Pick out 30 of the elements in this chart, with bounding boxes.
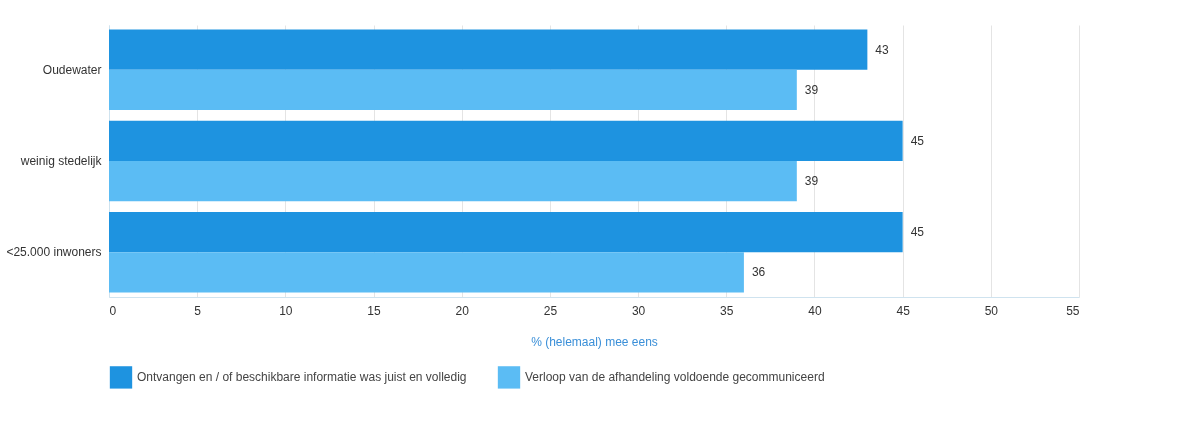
data-label: 39 (804, 82, 819, 97)
x-tick-label: 35 (720, 303, 734, 318)
bar (109, 252, 744, 293)
bar (109, 29, 868, 70)
legend-label: Verloop van de afhandeling voldoende gecommuniceerd (525, 370, 825, 385)
data-label: 39 (804, 174, 819, 189)
x-axis-title: % (helemaal) mee eens (531, 334, 658, 349)
x-tick-label: 40 (808, 303, 822, 318)
bar (109, 212, 903, 253)
x-tick-label: 20 (455, 303, 470, 318)
x-tick-label: 15 (367, 303, 382, 318)
bar (109, 161, 797, 202)
data-label: 45 (910, 225, 925, 240)
data-label: 36 (751, 265, 766, 280)
x-tick-label: 5 (194, 303, 202, 318)
y-tick-label: Oudewater (42, 62, 102, 77)
x-tick-label: 55 (1066, 303, 1080, 318)
bar (109, 120, 903, 161)
x-tick-label: 50 (984, 303, 999, 318)
x-tick-label: 25 (543, 303, 558, 318)
x-tick-label: 10 (279, 303, 293, 318)
x-tick-label: 45 (896, 303, 911, 318)
x-tick-label: 30 (631, 303, 646, 318)
legend-label: Ontvangen en / of beschikbare informatie was juist en volledig (137, 370, 467, 385)
data-label: 43 (875, 42, 890, 57)
y-tick-label: weinig stedelijk (19, 154, 103, 168)
y-tick-label: <25.000 inwoners (6, 245, 102, 260)
x-tick-label: 0 (109, 303, 117, 318)
data-label: 45 (910, 133, 925, 148)
bar (109, 69, 797, 110)
